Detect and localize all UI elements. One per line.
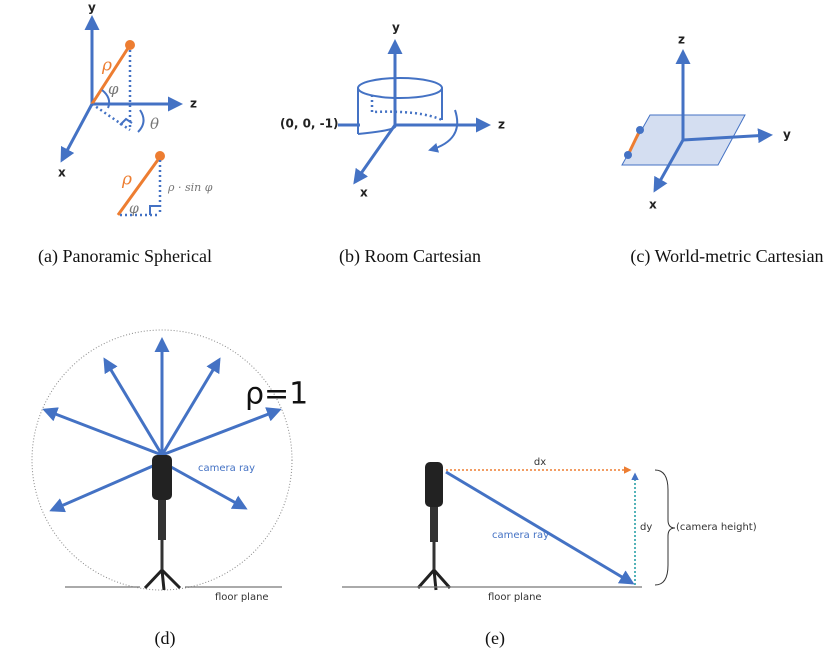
axis-label: x	[58, 166, 66, 180]
phi-label: φ	[108, 80, 119, 98]
caption: (e)	[485, 628, 505, 649]
panel-d: ρ=1 camera ray floor plane (d)	[32, 330, 308, 649]
figure: y z x ρ φ θ ρ ρ · sin φ φ (a) Panoramic …	[0, 0, 833, 658]
radius-label: ρ=1	[245, 377, 308, 412]
axis-label: x	[360, 186, 368, 200]
floor-label: floor plane	[488, 592, 542, 603]
panel-b: y z x (0, 0, -1) (b) Room Cartesian	[280, 21, 505, 268]
ray-label: camera ray	[198, 463, 255, 474]
floor-label: floor plane	[215, 592, 269, 603]
phi-label: φ	[129, 201, 139, 217]
axis-label: y	[392, 21, 400, 35]
panel-c: z y x (c) World-metric Cartesian	[622, 33, 824, 268]
axis-label: y	[88, 1, 96, 15]
theta-label: θ	[150, 115, 159, 133]
caption: (a) Panoramic Spherical	[38, 246, 212, 267]
caption: (d)	[155, 628, 176, 649]
rho-label: ρ	[121, 170, 132, 190]
dx-label: dx	[534, 457, 546, 468]
ray-label: camera ray	[492, 530, 549, 541]
dy-label: dy	[640, 522, 652, 533]
axis-label: z	[190, 97, 197, 111]
axis-label: z	[498, 118, 505, 132]
caption: (c) World-metric Cartesian	[630, 246, 823, 267]
panel-e: dx dy (camera height) camera ray floor p…	[342, 457, 757, 649]
axis-label: x	[649, 198, 657, 212]
point-label: (0, 0, -1)	[280, 117, 338, 131]
height-label: (camera height)	[676, 522, 757, 533]
height-label: ρ · sin φ	[167, 181, 213, 194]
axis-label: z	[678, 33, 685, 47]
panel-a: y z x ρ φ θ ρ ρ · sin φ φ (a) Panoramic …	[38, 1, 213, 268]
caption: (b) Room Cartesian	[339, 246, 481, 267]
axis-label: y	[783, 128, 791, 142]
rho-label: ρ	[101, 56, 112, 76]
